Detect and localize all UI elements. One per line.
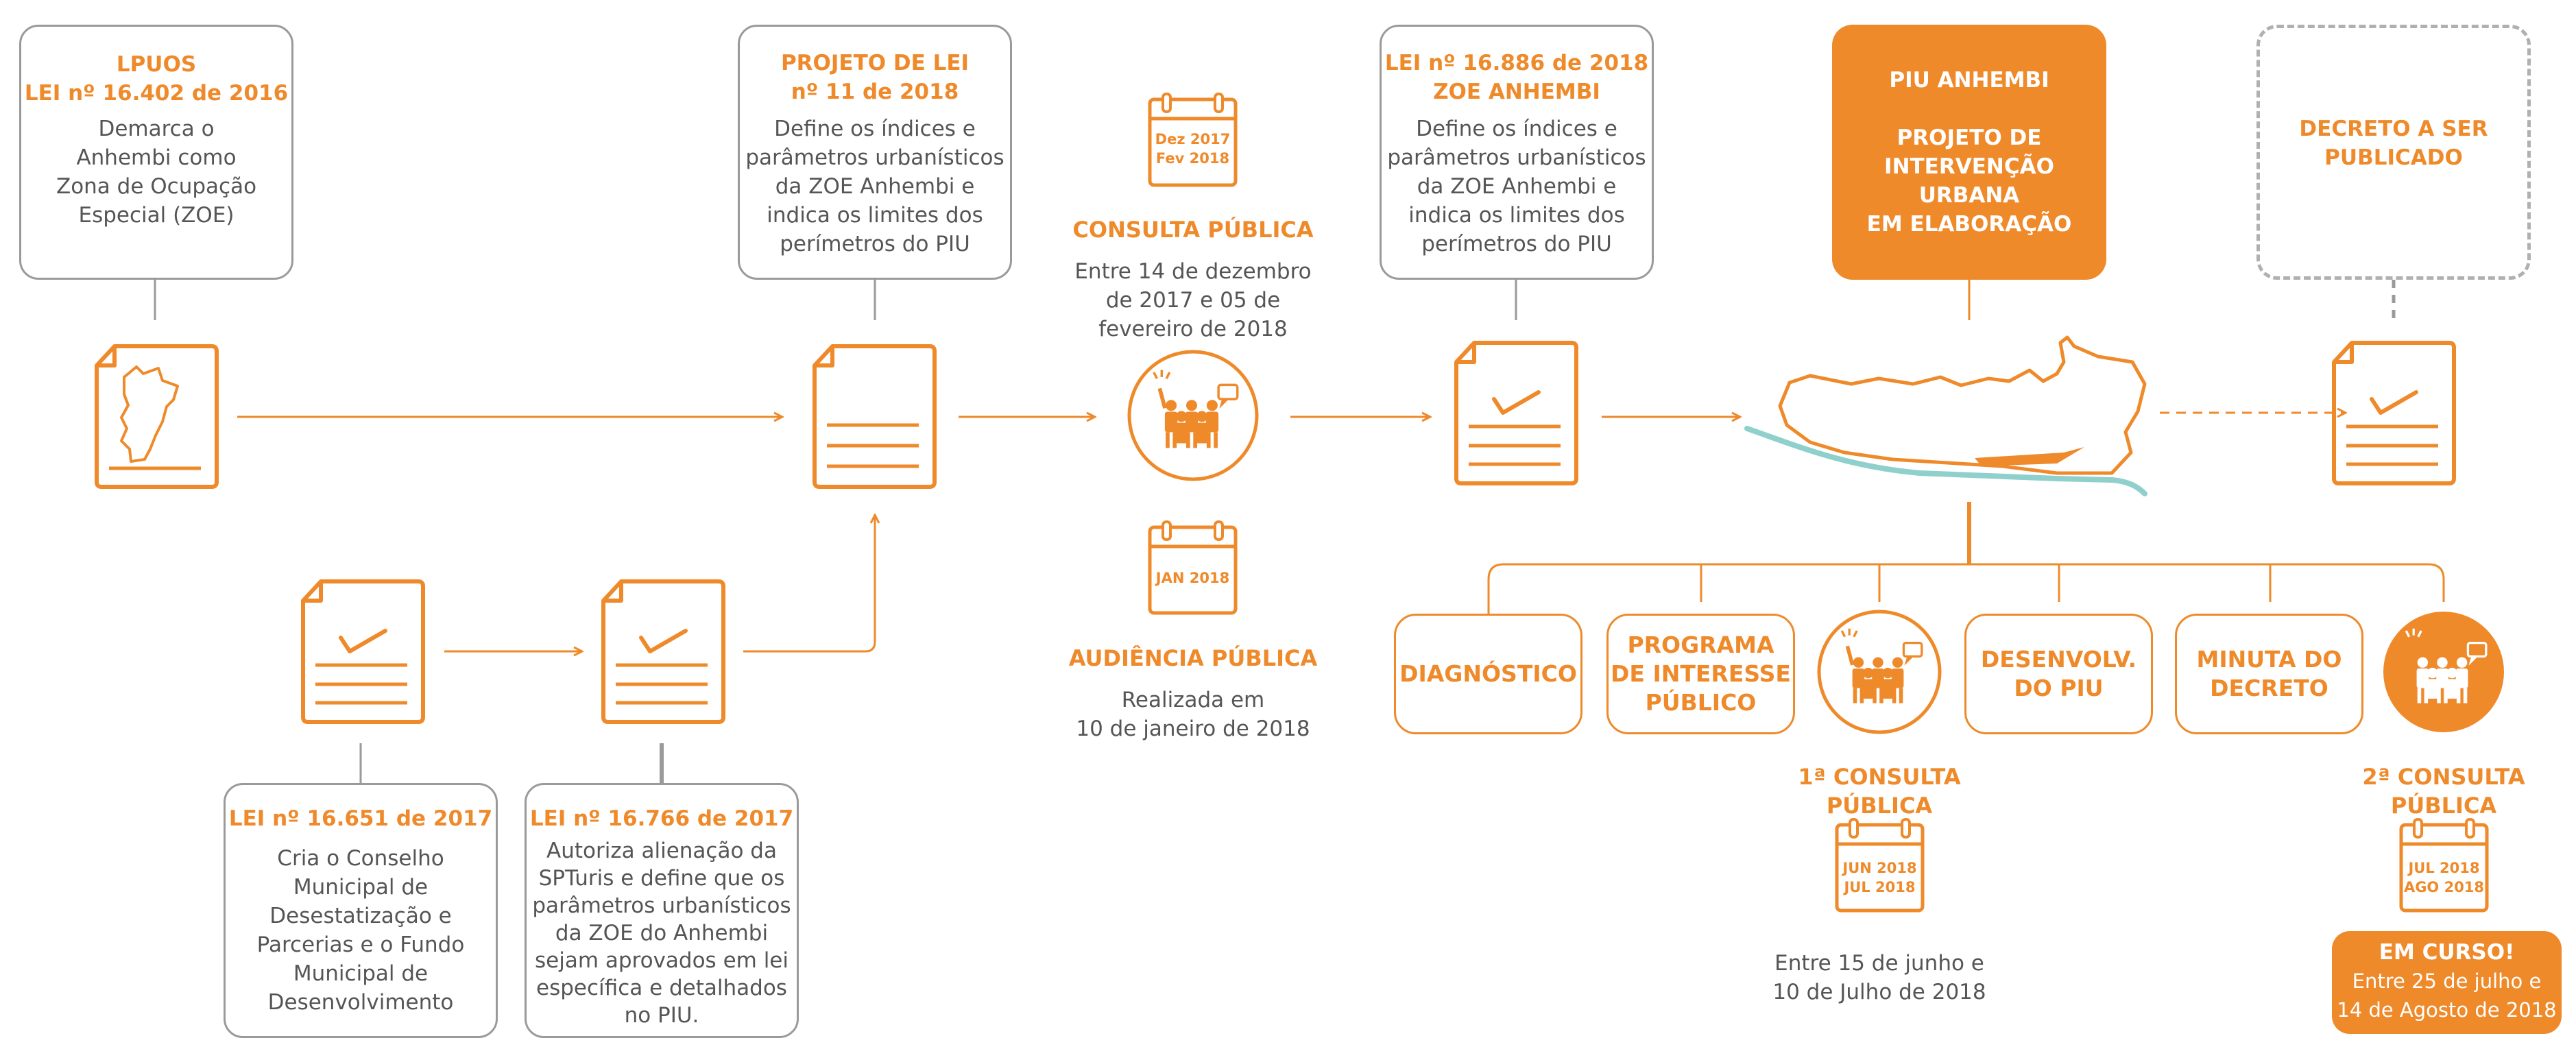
map-document-icon: [97, 346, 217, 487]
consulta-2-people-icon: [2383, 612, 2504, 732]
lei-16766-title: LEI nº 16.766 de 2017: [529, 806, 794, 831]
consulta-publica-body: Entre 14 de dezembro de 2017 e 05 de fev…: [1074, 259, 1312, 341]
lei-16886-title: LEI nº 16.886 de 2018 ZOE ANHEMBI: [1384, 51, 1649, 104]
audiencia-text: AUDIÊNCIA PÚBLICA Realizada em 10 de jan…: [1056, 631, 1330, 756]
consulta-publica-title: CONSULTA PÚBLICA: [1072, 217, 1314, 243]
lpuos-body: Demarca o Anhembi como Zona de Ocupação …: [56, 117, 257, 228]
lei-16651-box: LEI nº 16.651 de 2017 Cria o Conselho Mu…: [224, 783, 498, 1038]
lei-16766-box: LEI nº 16.766 de 2017 Autoriza alienação…: [525, 783, 799, 1038]
lpuos-title: LPUOS LEI nº 16.402 de 2016: [24, 52, 289, 106]
consulta-2-body: Entre 25 de julho e 14 de Agosto de 2018: [2337, 969, 2557, 1022]
piu-branch-line: [1487, 563, 2445, 602]
audiencia-title: AUDIÊNCIA PÚBLICA: [1068, 645, 1318, 671]
arrow-16766-projeto: [743, 516, 875, 653]
consulta-2-title: 2ª CONSULTA PÚBLICA: [2362, 764, 2525, 819]
lei-16886-body: Define os índices e parâmetros urbanísti…: [1387, 117, 1646, 256]
projeto-lei-document-icon: [815, 346, 935, 487]
audiencia-date-label: JAN 2018: [1155, 570, 1230, 586]
anhembi-map-shape: [1744, 335, 2147, 496]
consulta-1-date: JUN 2018 JUL 2018: [1837, 819, 1923, 911]
consulta-date: Dez 2017 Fev 2018: [1150, 94, 1236, 185]
consulta-1-period: Entre 15 de junho e 10 de Julho de 2018: [1742, 936, 2017, 1020]
consulta-date-label: Dez 2017 Fev 2018: [1155, 131, 1231, 167]
lei-16651-document-icon: [303, 581, 423, 722]
consulta-1-text: 1ª CONSULTA PÚBLICA: [1742, 749, 2017, 833]
consulta-1-date-label: JUN 2018 JUL 2018: [1842, 860, 1917, 895]
piu-anhembi-text: PIU ANHEMBI PROJETO DE INTERVENÇÃO URBAN…: [1866, 68, 2072, 237]
lei-16651-title: LEI nº 16.651 de 2017: [228, 806, 493, 831]
lei-16886-document-icon: [1456, 343, 1576, 483]
projeto-lei-body: Define os índices e parâmetros urbanísti…: [745, 117, 1004, 256]
consulta-1-body: Entre 15 de junho e 10 de Julho de 2018: [1772, 951, 1986, 1004]
projeto-lei-title: PROJETO DE LEI nº 11 de 2018: [780, 51, 970, 104]
piu-anhembi-box: PIU ANHEMBI PROJETO DE INTERVENÇÃO URBAN…: [1832, 25, 2106, 280]
lei-16886-box: LEI nº 16.886 de 2018 ZOE ANHEMBI Define…: [1380, 25, 1654, 280]
consulta-2-status: EM CURSO!: [2379, 940, 2515, 965]
audiencia-date: JAN 2018: [1150, 522, 1236, 613]
lpuos-box: LPUOS LEI nº 16.402 de 2016 Demarca o An…: [19, 25, 293, 280]
decreto-text: DECRETO A SER PUBLICADO: [2299, 117, 2488, 170]
consulta-publica-text: CONSULTA PÚBLICA Entre 14 de dezembro de…: [1056, 202, 1330, 357]
lei-16651-body: Cria o Conselho Municipal de Desestatiza…: [256, 846, 465, 1015]
stage-desenvolv-piu: DESENVOLV. DO PIU: [1964, 614, 2153, 734]
consulta-1-people-icon: [1817, 610, 1942, 734]
consulta-2-text: 2ª CONSULTA PÚBLICA: [2307, 749, 2576, 833]
consulta-1-title: 1ª CONSULTA PÚBLICA: [1798, 764, 1961, 819]
consulta-2-status-badge: EM CURSO! Entre 25 de julho e 14 de Agos…: [2332, 931, 2562, 1034]
stage-programa-interesse-publico: PROGRAMA DE INTERESSE PÚBLICO: [1606, 614, 1795, 734]
stage-diagnostico: DIAGNÓSTICO: [1394, 614, 1582, 734]
decreto-box: DECRETO A SER PUBLICADO: [2256, 25, 2531, 280]
audiencia-body: Realizada em 10 de janeiro de 2018: [1076, 688, 1310, 741]
stage-minuta-decreto: MINUTA DO DECRETO: [2175, 614, 2363, 734]
consulta-2-date: JUL 2018 AGO 2018: [2401, 819, 2487, 911]
decreto-document-icon: [2334, 343, 2454, 483]
projeto-lei-box: PROJETO DE LEI nº 11 de 2018 Define os í…: [738, 25, 1012, 280]
consulta-2-date-label: JUL 2018 AGO 2018: [2403, 860, 2485, 895]
lei-16766-body: Autoriza alienação da SPTuris e define q…: [532, 839, 791, 1028]
lei-16766-document-icon: [603, 581, 723, 722]
consulta-publica-people-icon: [1127, 350, 1259, 481]
